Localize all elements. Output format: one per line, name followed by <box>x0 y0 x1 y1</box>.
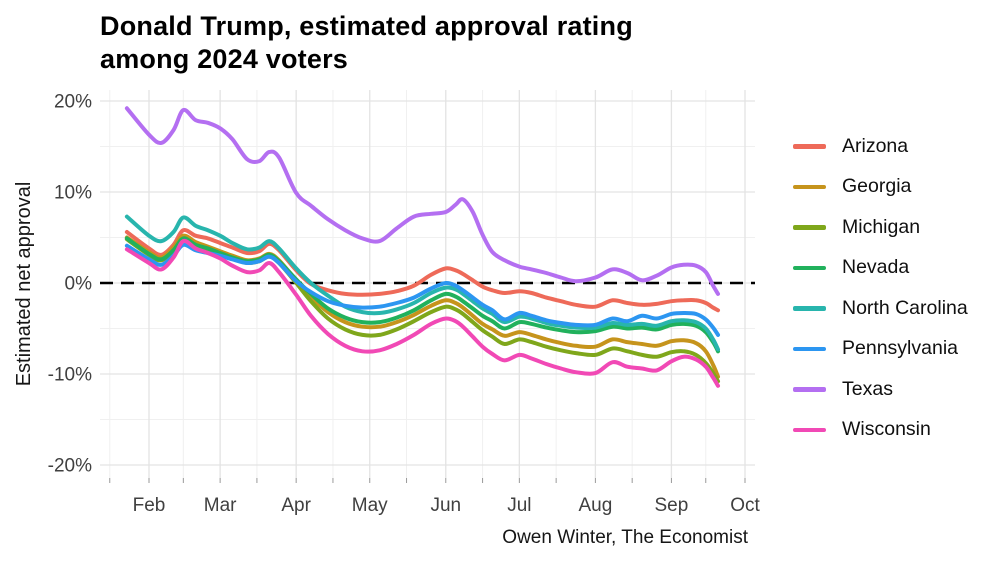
series-line-wisconsin <box>124 238 720 388</box>
legend-item-pennsylvania: Pennsylvania <box>793 329 968 370</box>
legend-swatch-north-carolina <box>793 306 826 311</box>
y-tick-label--10: -10% <box>48 365 92 386</box>
chart-title: Donald Trump, estimated approval rating … <box>100 10 633 76</box>
chart-title-line2: among 2024 voters <box>100 44 349 74</box>
chart-caption: Owen Winter, The Economist <box>502 527 748 548</box>
legend-swatch-texas <box>793 387 826 392</box>
legend-swatch-wisconsin <box>793 427 826 432</box>
legend-item-wisconsin: Wisconsin <box>793 410 968 451</box>
x-tick-label-may: May <box>352 495 388 516</box>
legend-label-texas: Texas <box>842 377 893 400</box>
legend: Arizona Georgia Michigan Nevada North Caroli… <box>793 126 968 450</box>
legend-item-georgia: Georgia <box>793 167 968 208</box>
y-tick-label-20: 20% <box>54 92 92 113</box>
legend-swatch-arizona <box>793 144 826 149</box>
x-tick-label-aug: Aug <box>578 495 612 516</box>
legend-item-north-carolina: North Carolina <box>793 288 968 329</box>
x-tick-label-feb: Feb <box>133 495 166 516</box>
legend-item-arizona: Arizona <box>793 126 968 167</box>
series-line-texas <box>124 106 720 296</box>
y-tick-label-10: 10% <box>54 183 92 204</box>
y-tick-label--20: -20% <box>48 456 92 477</box>
legend-swatch-georgia <box>793 184 826 189</box>
legend-label-arizona: Arizona <box>842 134 909 157</box>
legend-swatch-nevada <box>793 265 826 270</box>
legend-item-nevada: Nevada <box>793 248 968 289</box>
series-line-pennsylvania <box>124 242 720 337</box>
legend-item-michigan: Michigan <box>793 207 968 248</box>
y-tick-label-0: 0% <box>65 274 93 295</box>
chart-title-line1: Donald Trump, estimated approval rating <box>100 11 633 41</box>
x-tick-label-oct: Oct <box>730 495 760 516</box>
legend-label-michigan: Michigan <box>842 215 921 238</box>
legend-label-wisconsin: Wisconsin <box>842 418 931 441</box>
legend-swatch-pennsylvania <box>793 346 826 351</box>
legend-label-nevada: Nevada <box>842 256 910 279</box>
legend-item-texas: Texas <box>793 369 968 410</box>
x-tick-label-jul: Jul <box>507 495 531 516</box>
series-line-arizona <box>124 227 720 313</box>
legend-label-georgia: Georgia <box>842 175 912 198</box>
x-tick-label-jun: Jun <box>430 495 461 516</box>
series-line-nevada <box>124 236 720 354</box>
x-tick-label-apr: Apr <box>281 495 311 516</box>
legend-label-pennsylvania: Pennsylvania <box>842 337 958 360</box>
legend-label-north-carolina: North Carolina <box>842 296 968 319</box>
x-tick-label-sep: Sep <box>655 495 689 516</box>
series-line-north-carolina <box>124 214 720 352</box>
legend-swatch-michigan <box>793 225 826 230</box>
x-tick-label-mar: Mar <box>204 495 237 516</box>
